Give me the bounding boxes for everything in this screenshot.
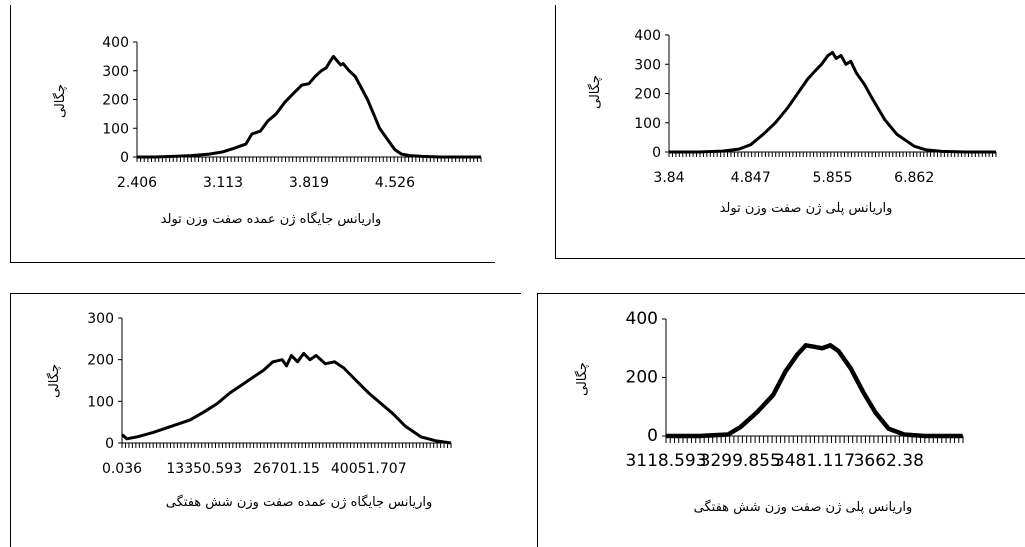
y-tick-label: 300 <box>634 57 661 73</box>
y-tick-label: 0 <box>120 150 129 166</box>
y-tick-label: 100 <box>87 394 114 410</box>
chart-panel-4: 0 200 400 3118.593 3299.855 3481.117 3662.38 وا… <box>537 293 1025 547</box>
y-tick-label: 100 <box>634 116 661 132</box>
x-tick-label: 6.862 <box>894 170 934 186</box>
x-tick-label: 4.847 <box>731 170 771 186</box>
x-axis-title: واریانس پلی ژن صفت وزن تولد <box>720 201 893 216</box>
x-tick-label: 3662.38 <box>854 451 924 471</box>
x-axis-title: واریانس پلی ژن صفت وزن شش هفتگی <box>694 499 913 515</box>
x-tick-label: 40051.707 <box>331 461 407 477</box>
density-curve <box>121 351 452 445</box>
x-axis-title: واریانس جایگاه ژن عمده صفت وزن تولد <box>161 211 382 227</box>
density-curve <box>137 54 481 159</box>
x-tick-label: 4.526 <box>375 175 415 191</box>
y-tick-label: 200 <box>626 368 658 388</box>
x-tick-label: 5.855 <box>812 170 852 186</box>
x-tick-label: 3.113 <box>203 175 243 191</box>
x-tick-label: 3299.855 <box>700 451 781 471</box>
y-tick-label: 100 <box>102 121 129 137</box>
y-tick-label: 0 <box>105 436 114 452</box>
chart-panel-3: 0 100 200 300 0.036 13350.593 26701.15 40051.70… <box>10 293 521 547</box>
y-tick-label: 0 <box>647 426 658 446</box>
y-tick-label: 0 <box>652 145 661 161</box>
y-tick-label: 300 <box>102 64 129 80</box>
y-axis-title: چگالی <box>46 364 62 398</box>
y-axis-title: چگالی <box>574 362 590 396</box>
y-tick-label: 200 <box>634 87 661 103</box>
x-axis-title: واریانس جایگاه ژن عمده صفت وزن شش هفتگی <box>166 494 432 510</box>
chart-svg-2: 0 100 200 300 400 3.84 4.847 5.855 6.862واریانس … <box>587 28 997 216</box>
density-curve <box>669 51 996 154</box>
x-tick-label: 3118.593 <box>625 451 706 471</box>
y-tick-label: 400 <box>626 309 658 329</box>
y-tick-label: 200 <box>87 353 114 369</box>
x-tick-label: 0.036 <box>102 461 142 477</box>
y-tick-label: 200 <box>102 93 129 109</box>
chart-panel-2: 0 100 200 300 400 3.84 4.847 5.855 6.862 واریانس … <box>555 5 1025 259</box>
x-tick-label: 3481.117 <box>774 451 855 471</box>
chart-svg-1: 0 100 200 300 400 2.406 3.113 3.819 4.526 واریانس… <box>52 35 482 227</box>
y-tick-label: 400 <box>634 28 661 44</box>
x-tick-label: 3.84 <box>653 170 684 186</box>
chart-svg-3: 0 100 200 300 0.036 13350.593 26701.15 40051.70… <box>46 311 452 510</box>
x-tick-label: 2.406 <box>117 175 157 191</box>
x-tick-label: 26701.15 <box>253 461 320 477</box>
x-tick-label: 13350.593 <box>166 461 242 477</box>
x-tick-label: 3.819 <box>289 175 329 191</box>
y-axis-title: چگالی <box>587 75 603 109</box>
density-curve <box>666 343 963 439</box>
y-tick-label: 300 <box>87 311 114 327</box>
y-axis-title: چگالی <box>52 84 68 118</box>
y-tick-label: 400 <box>102 35 129 51</box>
chart-panel-1: 0 100 200 300 400 2.406 3.113 3.819 4.526 واریانس… <box>10 5 495 263</box>
